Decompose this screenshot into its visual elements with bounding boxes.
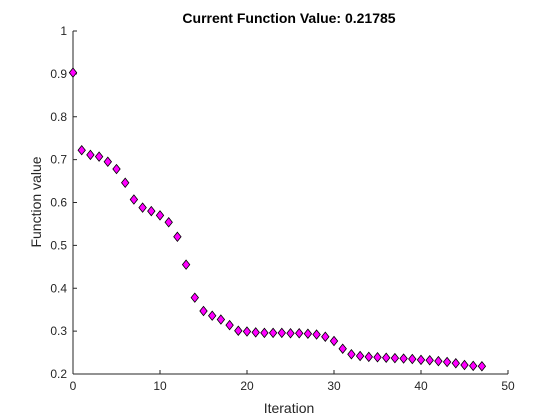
x-tick-label: 0	[70, 379, 77, 393]
y-tick-label: 0.9	[50, 67, 67, 81]
data-point	[382, 352, 391, 363]
data-point	[77, 144, 86, 156]
y-tick-label: 0.4	[50, 281, 67, 295]
y-tick-label: 0.5	[50, 238, 67, 252]
data-point	[434, 355, 443, 367]
data-point	[312, 329, 321, 340]
data-point	[112, 163, 121, 175]
x-axis-ticks: 0 10 20 30 40 50	[70, 370, 515, 393]
y-axis-ticks: 0.2 0.3 0.4 0.5 0.6 0.7 0.8 0.9 1	[50, 24, 77, 381]
data-point	[268, 327, 278, 339]
data-point	[469, 360, 478, 372]
data-point	[355, 350, 365, 362]
data-point	[477, 361, 487, 372]
y-tick-label: 0.3	[50, 324, 67, 338]
x-axis-label: Iteration	[264, 400, 315, 416]
data-point	[164, 216, 173, 228]
data-point	[129, 194, 139, 205]
x-tick-label: 50	[501, 379, 515, 393]
data-point	[103, 156, 112, 168]
data-point	[208, 310, 217, 321]
data-point	[451, 358, 460, 369]
y-tick-label: 0.6	[50, 196, 67, 210]
data-point	[399, 353, 408, 364]
y-tick-label: 0.8	[50, 110, 67, 124]
x-tick-label: 30	[327, 379, 341, 393]
data-point	[181, 259, 191, 270]
data-point	[242, 326, 252, 337]
data-point	[121, 177, 130, 189]
data-point	[94, 151, 104, 162]
data-point	[303, 328, 313, 339]
data-point	[277, 327, 286, 339]
data-point	[390, 352, 400, 364]
y-axis-label: Function value	[28, 156, 44, 247]
data-point	[190, 292, 199, 303]
data-point	[147, 205, 156, 217]
data-point	[460, 359, 469, 371]
data-point	[347, 349, 356, 360]
data-point	[321, 331, 330, 342]
data-point	[251, 327, 260, 338]
data-point	[199, 305, 208, 317]
data-point	[260, 327, 269, 339]
data-point	[408, 353, 417, 365]
x-tick-label: 10	[153, 379, 167, 393]
y-tick-label: 1	[60, 24, 67, 38]
data-point	[295, 328, 304, 339]
y-tick-label: 0.2	[50, 367, 67, 381]
data-point	[155, 210, 165, 221]
data-point	[286, 328, 295, 339]
data-point	[138, 202, 147, 213]
data-point	[329, 335, 339, 347]
data-point	[373, 352, 382, 363]
data-point	[216, 314, 226, 325]
data-point	[173, 231, 182, 243]
x-tick-label: 40	[414, 379, 428, 393]
data-point	[442, 356, 452, 368]
data-point	[86, 149, 95, 161]
data-point	[68, 67, 78, 78]
data-series	[68, 67, 487, 372]
data-point	[338, 343, 347, 354]
data-point	[234, 325, 243, 336]
data-point	[225, 319, 234, 331]
data-point	[364, 351, 373, 363]
data-point	[416, 354, 426, 366]
data-point	[425, 355, 434, 366]
chart-title: Current Function Value: 0.21785	[182, 10, 395, 26]
y-tick-label: 0.7	[50, 153, 67, 167]
x-tick-label: 20	[240, 379, 254, 393]
